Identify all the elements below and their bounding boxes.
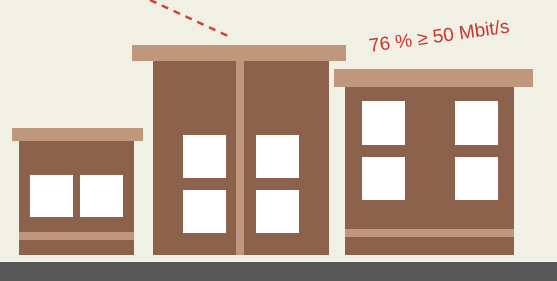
ground-band bbox=[0, 262, 557, 281]
roof bbox=[12, 128, 143, 141]
window bbox=[362, 157, 405, 200]
stripe bbox=[345, 229, 514, 237]
building-left bbox=[12, 128, 143, 255]
divider bbox=[236, 61, 244, 255]
window bbox=[256, 190, 299, 233]
page: 76 % ≥ 50 Mbit/s (() => { const data = J… bbox=[0, 0, 557, 281]
window bbox=[183, 190, 226, 233]
window bbox=[455, 157, 498, 200]
window bbox=[183, 135, 226, 178]
window bbox=[256, 135, 299, 178]
window bbox=[455, 101, 498, 145]
roof bbox=[334, 69, 533, 87]
building-right bbox=[334, 69, 533, 255]
window bbox=[30, 175, 73, 217]
stripe bbox=[19, 232, 134, 240]
roof bbox=[132, 45, 346, 61]
illustration: 76 % ≥ 50 Mbit/s bbox=[0, 0, 557, 281]
window bbox=[362, 101, 405, 145]
building-middle bbox=[132, 45, 346, 255]
window bbox=[80, 175, 123, 217]
